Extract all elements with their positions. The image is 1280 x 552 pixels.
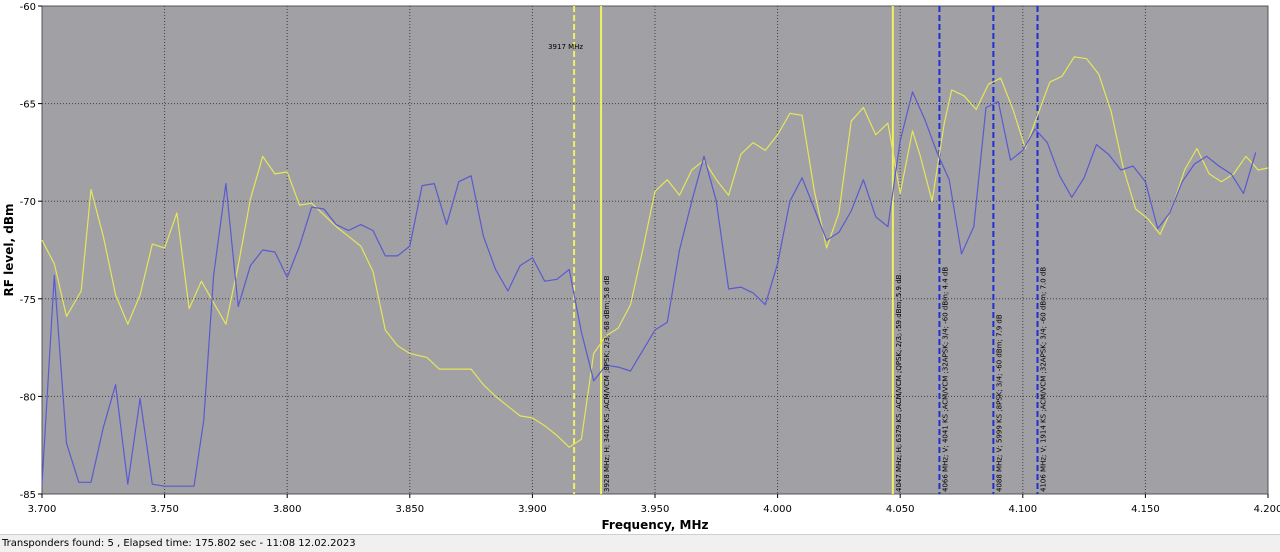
y-tick-label: -85 [20, 490, 36, 501]
spectrum-chart: 3917 MHz 3928 MHz; H; 3402 KS ;ACM/VCM ;8… [0, 0, 1280, 534]
x-tick-label: 4.050 [886, 504, 915, 515]
markers [573, 6, 1039, 494]
y-tick-label: -60 [20, 2, 36, 13]
x-tick-label: 4.000 [763, 504, 792, 515]
y-tick-label: -75 [20, 295, 36, 306]
marker-frequency-label: 3917 MHz [548, 43, 583, 51]
x-tick-label: 4.100 [1008, 504, 1037, 515]
series-group [41, 56, 1269, 487]
marker-labels: 3917 MHz 3928 MHz; H; 3402 KS ;ACM/VCM ;8… [548, 43, 1047, 492]
series-line-blue [41, 91, 1257, 487]
x-tick-label: 3.800 [273, 504, 302, 515]
y-tick-label: -80 [20, 392, 36, 403]
x-axis-label: Frequency, MHz [601, 518, 708, 532]
transponder-label: 4066 MHz; V; 4041 KS ;ACM/VCM ;32APSK; 3… [941, 267, 949, 492]
x-ticks: 3.700 3.750 3.800 3.850 3.900 3.950 4.000 4.050… [28, 494, 1280, 515]
transponder-label: 4047 MHz; H; 6379 KS ;ACM/VCM ;QPSK; 2/3… [895, 274, 903, 492]
transponder-label: 4106 MHz; V; 1914 KS ;ACM/VCM ;32APSK; 3… [1040, 267, 1048, 492]
y-tick-label: -70 [20, 197, 36, 208]
status-text: Transponders found: 5 , Elapsed time: 17… [2, 538, 356, 549]
x-tick-label: 3.750 [150, 504, 179, 515]
transponder-label: 3928 MHz; H; 3402 KS ;ACM/VCM ;8PSK; 2/3… [603, 275, 611, 492]
x-tick-label: 3.850 [395, 504, 424, 515]
y-tick-label: -65 [20, 100, 36, 111]
x-tick-label: 3.950 [641, 504, 670, 515]
transponder-label: 4088 MHz; V; 5999 KS ;8PSK; 3/4; -60 dBm… [995, 314, 1003, 492]
x-tick-label: 4.150 [1131, 504, 1160, 515]
x-tick-label: 3.900 [518, 504, 547, 515]
x-tick-label: 4.200 [1254, 504, 1280, 515]
y-axis-label: RF level, dBm [2, 204, 16, 297]
x-tick-label: 3.700 [28, 504, 57, 515]
grid [42, 6, 1268, 494]
series-line-yellow [41, 56, 1269, 448]
y-ticks: -60 -65 -70 -75 -80 -85 [20, 2, 42, 501]
status-bar: Transponders found: 5 , Elapsed time: 17… [0, 534, 1280, 552]
